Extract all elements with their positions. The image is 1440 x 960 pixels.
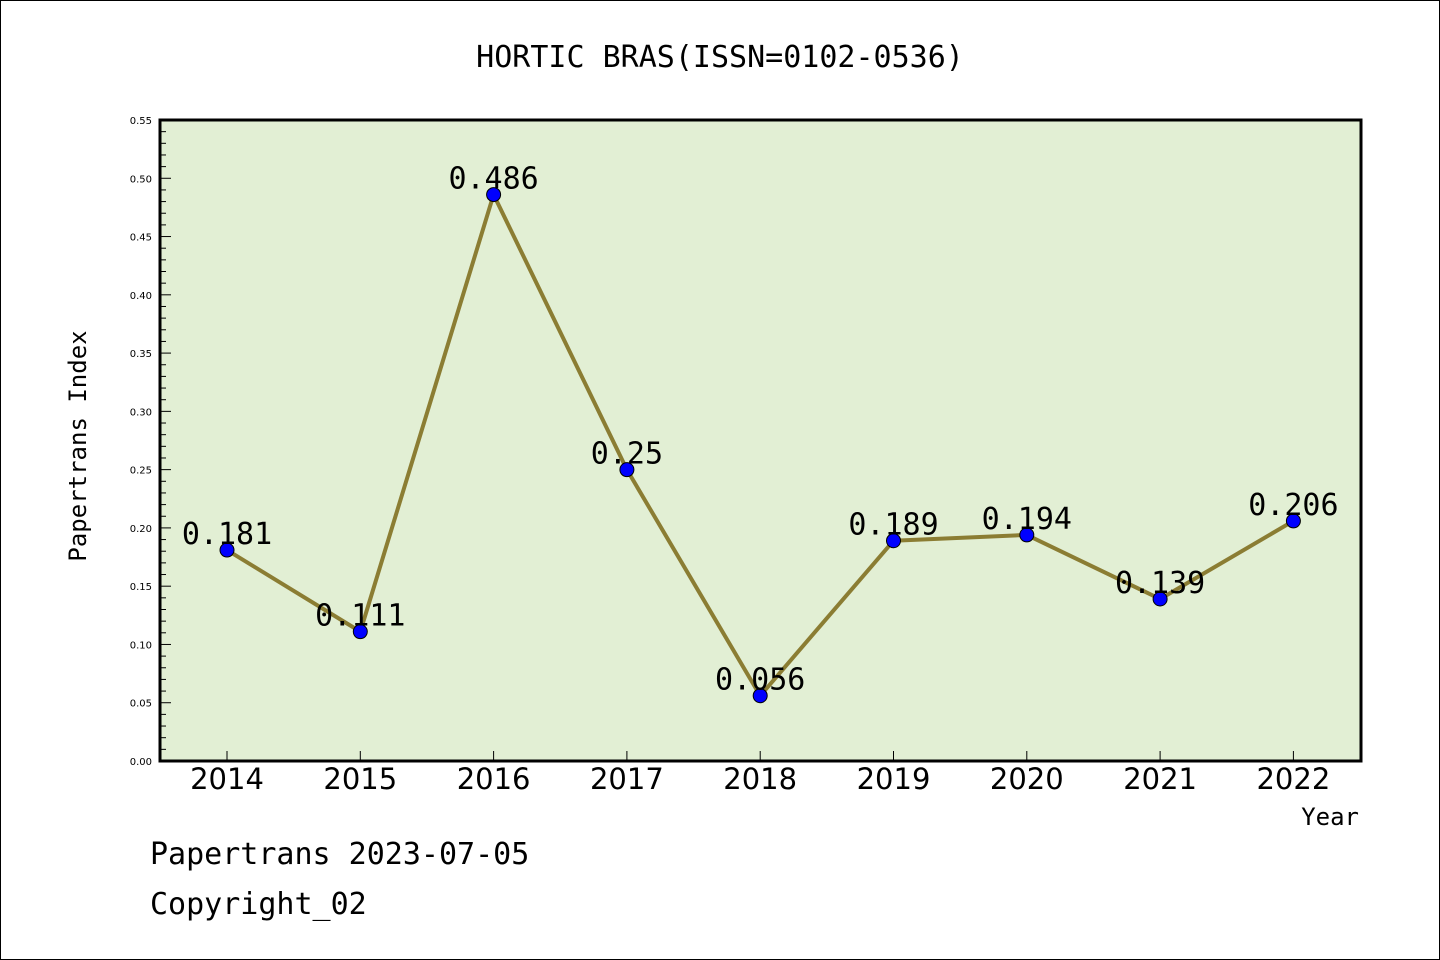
y-axis-ticks: 0.00 0.05 0.10 0.15 0.20 0.25 0.30 0.35 0.40 0.45… — [130, 116, 171, 768]
data-point — [1152, 591, 1168, 607]
data-label: 0.206 — [1248, 488, 1338, 523]
data-points — [219, 187, 1301, 704]
y-tick-label: 0.05 — [130, 699, 152, 710]
data-label: 0.486 — [448, 162, 538, 197]
y-axis-label: Papertrans Index — [64, 330, 92, 561]
x-tick-label: 2019 — [857, 762, 931, 796]
x-tick-label: 2016 — [457, 762, 531, 796]
plot-border — [158, 118, 1363, 763]
data-label: 0.181 — [182, 517, 272, 552]
x-axis-ticks: 2014 2015 2016 2017 2018 2019 2020 2021 2022 — [190, 751, 1330, 796]
data-label: 0.139 — [1115, 566, 1205, 601]
data-label: 0.111 — [315, 599, 405, 634]
data-labels: 0.181 0.111 0.486 0.25 0.056 0.189 0.194 0.139 0… — [182, 162, 1339, 698]
data-label: 0.25 — [591, 437, 663, 472]
x-axis-label: Year — [1301, 803, 1359, 831]
x-tick-label: 2022 — [1256, 762, 1330, 796]
data-label: 0.189 — [848, 508, 938, 543]
y-tick-label: 0.45 — [130, 233, 152, 244]
plot-area — [160, 120, 1361, 761]
data-point — [752, 688, 768, 704]
y-tick-label: 0.00 — [130, 757, 152, 768]
x-tick-label: 2014 — [190, 762, 264, 796]
y-tick-label: 0.35 — [130, 349, 152, 360]
data-point — [1019, 527, 1035, 543]
x-tick-label: 2021 — [1123, 762, 1197, 796]
y-tick-label: 0.15 — [130, 582, 152, 593]
data-point — [1285, 513, 1301, 529]
data-label: 0.194 — [982, 502, 1072, 537]
data-point — [886, 533, 901, 549]
footer-copyright: Copyright_02 — [150, 887, 367, 922]
data-point — [352, 624, 368, 640]
y-tick-label: 0.50 — [130, 174, 152, 185]
data-point — [619, 462, 635, 478]
x-tick-label: 2017 — [590, 762, 664, 796]
y-tick-label: 0.20 — [130, 524, 152, 535]
y-tick-label: 0.55 — [130, 116, 152, 127]
footer-date: Papertrans 2023-07-05 — [150, 837, 529, 872]
x-tick-label: 2020 — [990, 762, 1064, 796]
chart-title: HORTIC BRAS(ISSN=0102-0536) — [476, 40, 964, 75]
x-tick-label: 2018 — [723, 762, 797, 796]
y-tick-label: 0.30 — [130, 407, 152, 418]
y-tick-label: 0.40 — [130, 291, 152, 302]
y-tick-label: 0.25 — [130, 466, 152, 477]
data-point — [486, 187, 502, 203]
data-label: 0.056 — [715, 663, 805, 698]
data-point — [219, 542, 235, 558]
x-tick-label: 2015 — [323, 762, 397, 796]
y-tick-label: 0.10 — [130, 640, 152, 651]
